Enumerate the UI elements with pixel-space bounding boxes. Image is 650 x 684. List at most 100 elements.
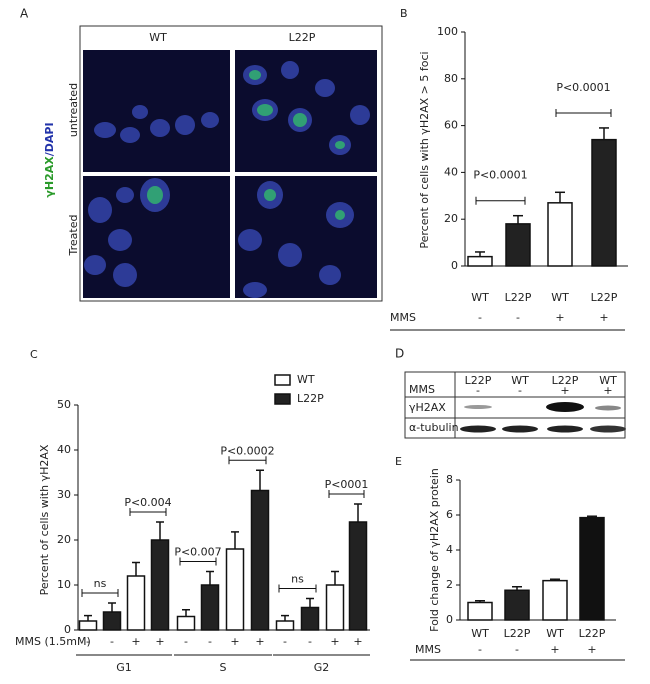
- x-tick-label: WT: [471, 627, 489, 640]
- y-tick-label: 10: [57, 578, 71, 591]
- legend-label: L22P: [297, 392, 324, 405]
- bar: [467, 255, 493, 267]
- western-blot: [404, 371, 626, 439]
- lane-label: L22P: [552, 374, 579, 387]
- x-tick-label: L22P: [591, 291, 618, 304]
- y-axis-label: Percent of cells with γH2AX: [38, 444, 51, 595]
- y-tick-label: 20: [444, 212, 458, 225]
- legend-swatch: [274, 393, 291, 405]
- bar: [102, 611, 122, 631]
- stain-blue: /DAPI: [43, 122, 56, 156]
- y-tick-label: 30: [57, 488, 71, 501]
- bar: [547, 202, 573, 267]
- bar: [126, 575, 146, 631]
- y-tick-label: 0: [446, 613, 453, 626]
- bar: [150, 539, 170, 631]
- legend-swatch: [274, 374, 291, 386]
- panel-a-frame: [79, 25, 383, 302]
- y-tick-label: 40: [57, 443, 71, 456]
- y-tick-label: 60: [444, 119, 458, 132]
- bar: [348, 521, 368, 631]
- y-tick-label: 6: [446, 508, 453, 521]
- panel-letter: C: [30, 348, 38, 361]
- x-tick-label: L22P: [505, 291, 532, 304]
- y-tick-label: 0: [451, 259, 458, 272]
- p-value: P<0001: [325, 478, 369, 491]
- mms-sign: -: [184, 635, 188, 648]
- p-value: P<0.007: [174, 546, 221, 559]
- bar: [591, 138, 617, 267]
- group-label: G1: [116, 661, 132, 674]
- bar: [176, 615, 196, 631]
- mms-label: MMS: [409, 383, 435, 396]
- x-tick-label: L22P: [579, 627, 606, 640]
- p-value: P<0.0001: [556, 81, 610, 94]
- mms-sign: -: [478, 311, 482, 324]
- y-tick-label: 2: [446, 578, 453, 591]
- mms-sign: -: [476, 384, 480, 397]
- bar: [225, 548, 245, 631]
- y-tick-label: 50: [57, 398, 71, 411]
- panel-letter: D: [395, 347, 404, 361]
- mms-sign: -: [208, 635, 212, 648]
- mms-sign: -: [283, 635, 287, 648]
- bar: [325, 584, 345, 631]
- bar: [200, 584, 220, 631]
- x-tick-label: WT: [471, 291, 489, 304]
- lane-label: WT: [511, 374, 529, 387]
- y-tick-label: 8: [446, 473, 453, 486]
- stain-label: γH2AX/DAPI: [43, 122, 56, 197]
- mms-sign: +: [155, 635, 164, 648]
- bar: [505, 223, 531, 267]
- mms-sign: -: [515, 643, 519, 656]
- p-value: ns: [291, 573, 304, 586]
- lane-label: WT: [599, 374, 617, 387]
- x-tick-label: WT: [546, 627, 564, 640]
- mms-sign: +: [550, 643, 559, 656]
- mms-label: MMS: [415, 643, 441, 656]
- mms-sign: -: [518, 384, 522, 397]
- panel-letter: B: [400, 7, 408, 20]
- stain-green: γH2AX: [43, 156, 56, 198]
- bar: [78, 620, 98, 631]
- mms-sign: +: [131, 635, 140, 648]
- bar: [250, 489, 270, 631]
- p-value: ns: [94, 577, 107, 590]
- mms-sign: -: [110, 635, 114, 648]
- y-axis-label: Percent of cells with γH2AX > 5 foci: [418, 51, 431, 248]
- blot-bands: [460, 402, 626, 433]
- y-tick-label: 20: [57, 533, 71, 546]
- mms-sign: +: [230, 635, 239, 648]
- mms-sign: +: [353, 635, 362, 648]
- micrographs: [83, 50, 377, 298]
- y-tick-label: 40: [444, 165, 458, 178]
- y-tick-label: 4: [446, 543, 453, 556]
- mms-sign: +: [255, 635, 264, 648]
- bar: [542, 579, 568, 621]
- y-tick-label: 100: [437, 25, 458, 38]
- bar: [579, 516, 605, 621]
- y-tick-label: 80: [444, 72, 458, 85]
- p-value: P<0.004: [124, 496, 171, 509]
- mms-sign: +: [587, 643, 596, 656]
- bar: [300, 606, 320, 631]
- p-value: P<0.0002: [220, 444, 274, 457]
- mms-label: MMS (1.5mM): [15, 635, 91, 648]
- group-label: G2: [314, 661, 330, 674]
- group-label: S: [220, 661, 227, 674]
- lane-label: L22P: [465, 374, 492, 387]
- column-label: WT: [149, 31, 167, 44]
- mms-sign: -: [516, 311, 520, 324]
- row-label: Treated: [67, 215, 80, 257]
- panel-letter: E: [395, 455, 402, 468]
- mms-sign: +: [330, 635, 339, 648]
- mms-sign: +: [560, 384, 569, 397]
- p-value: P<0.0001: [473, 169, 527, 182]
- mms-sign: -: [478, 643, 482, 656]
- y-tick-label: 0: [64, 623, 71, 636]
- bar: [275, 620, 295, 631]
- panel-letter: A: [20, 7, 29, 21]
- x-tick-label: L22P: [504, 627, 531, 640]
- blot-row-label: α-tubulin: [409, 421, 459, 434]
